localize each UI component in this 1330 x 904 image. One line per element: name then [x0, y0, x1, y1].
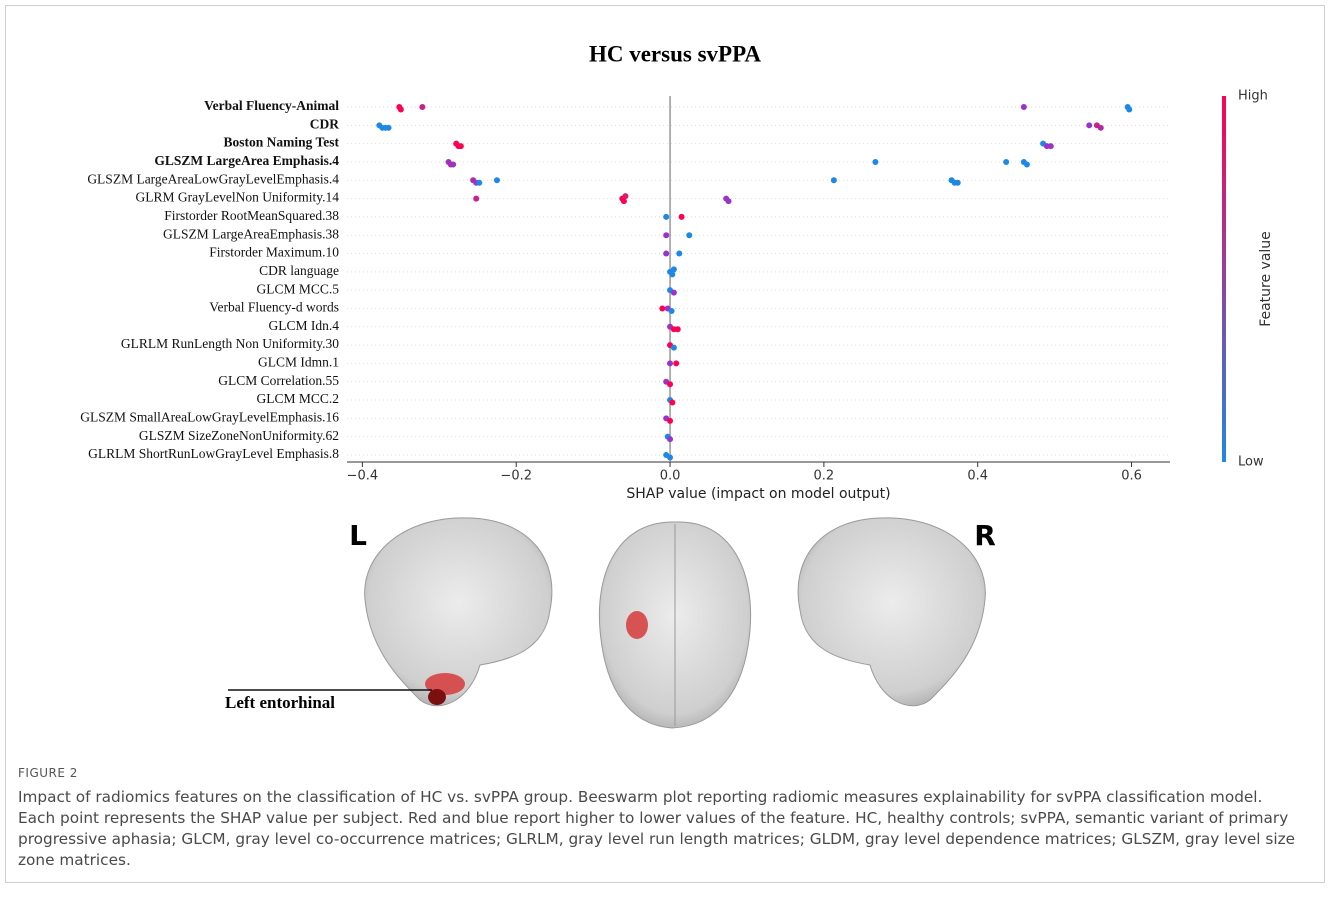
page: HC versus svPPA L R Left entorhinal −0.4… — [0, 0, 1330, 904]
colorbar-low: Low — [1238, 455, 1264, 470]
shap-point — [1024, 161, 1030, 167]
chart: HC versus svPPA L R Left entorhinal −0.4… — [0, 0, 1330, 760]
y-tick-label: Firstorder RootMeanSquared.38 — [164, 208, 339, 223]
colorbar-label: Feature value — [1258, 231, 1274, 327]
shap-point — [667, 436, 673, 442]
shap-point — [419, 104, 425, 110]
side-label: R — [974, 519, 996, 552]
y-tick-label: GLCM MCC.2 — [256, 391, 339, 406]
shap-point — [686, 232, 692, 238]
y-tick-label: GLCM Idn.4 — [269, 318, 340, 333]
x-tick-label: 0.6 — [1121, 469, 1142, 484]
region-highlight — [626, 611, 648, 639]
shap-point — [669, 400, 675, 406]
region-label: Left entorhinal — [225, 693, 335, 712]
y-tick-label: CDR — [310, 116, 339, 131]
shap-point — [667, 381, 673, 387]
shap-point — [669, 308, 675, 314]
shap-point — [458, 143, 464, 149]
y-tick-label: Verbal Fluency-d words — [209, 300, 339, 315]
y-tick-label: GLSZM SmallAreaLowGrayLevelEmphasis.16 — [80, 409, 339, 424]
shap-point — [1086, 122, 1092, 128]
shap-point — [667, 360, 673, 366]
y-tick-label: GLRLM RunLength Non Uniformity.30 — [121, 336, 339, 351]
x-tick-label: 0.2 — [814, 469, 835, 484]
y-tick-label: CDR language — [259, 263, 339, 278]
shap-point — [1003, 159, 1009, 165]
y-tick-label: GLSZM LargeAreaEmphasis.38 — [163, 226, 339, 241]
x-axis-label: SHAP value (impact on model output) — [626, 486, 890, 502]
shap-point — [667, 418, 673, 424]
x-tick-label: −0.4 — [347, 469, 379, 484]
shap-point — [473, 196, 479, 202]
y-tick-label: Firstorder Maximum.10 — [209, 245, 339, 260]
shap-point — [663, 232, 669, 238]
shap-point — [1048, 143, 1054, 149]
shap-point — [1126, 107, 1132, 113]
shap-point — [667, 455, 673, 461]
chart-title: HC versus svPPA — [589, 41, 761, 66]
colorbar-high: High — [1238, 89, 1268, 104]
shap-point — [872, 159, 878, 165]
y-tick-label: GLSZM SizeZoneNonUniformity.62 — [139, 428, 339, 443]
shap-point — [726, 198, 732, 204]
shap-point — [675, 326, 681, 332]
y-tick-label: GLRLM ShortRunLowGrayLevel Emphasis.8 — [88, 446, 339, 461]
shap-point — [494, 177, 500, 183]
shap-point — [831, 177, 837, 183]
y-tick-label: GLCM Correlation.55 — [218, 373, 339, 388]
y-tick-label: GLCM Idmn.1 — [258, 355, 339, 370]
region-highlight — [428, 689, 446, 705]
shap-point — [1098, 125, 1104, 131]
shap-point — [673, 360, 679, 366]
y-tick-label: GLSZM LargeArea Emphasis.4 — [154, 153, 339, 168]
shap-point — [671, 266, 677, 272]
caption: Impact of radiomics features on the clas… — [18, 787, 1303, 871]
side-label: L — [349, 519, 367, 552]
colorbar — [1222, 96, 1226, 462]
shap-point — [955, 180, 961, 186]
y-tick-label: Boston Naming Test — [223, 135, 339, 150]
shap-point — [622, 193, 628, 199]
y-tick-label: GLRM GrayLevelNon Uniformity.14 — [136, 190, 340, 205]
x-tick-label: 0.4 — [967, 469, 988, 484]
y-tick-label: GLSZM LargeAreaLowGrayLevelEmphasis.4 — [87, 171, 339, 186]
shap-point — [663, 251, 669, 257]
shap-point — [663, 214, 669, 220]
shap-point — [659, 305, 665, 311]
shap-point — [671, 290, 677, 296]
shap-point — [679, 214, 685, 220]
shap-point — [1021, 104, 1027, 110]
figure-label: FIGURE 2 — [18, 766, 78, 780]
shap-point — [398, 107, 404, 113]
brain-right — [798, 518, 985, 706]
shap-point — [671, 345, 677, 351]
shap-point — [676, 251, 682, 257]
shap-point — [386, 125, 392, 131]
brain-images — [228, 518, 985, 728]
y-tick-label: Verbal Fluency-Animal — [204, 98, 339, 113]
y-tick-label: GLCM MCC.5 — [256, 281, 339, 296]
shap-point — [476, 180, 482, 186]
x-tick-label: 0.0 — [660, 469, 681, 484]
x-tick-label: −0.2 — [500, 469, 532, 484]
shap-point — [450, 161, 456, 167]
